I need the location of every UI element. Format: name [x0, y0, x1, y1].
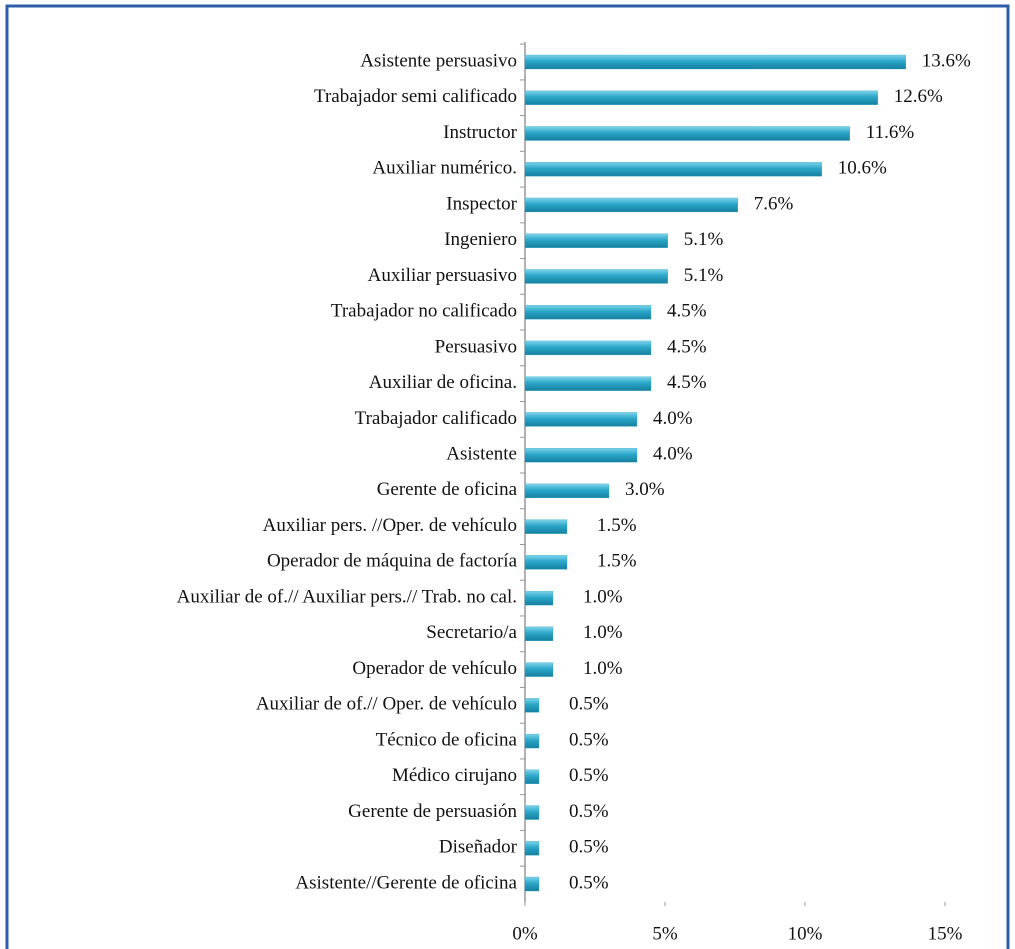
y-tick-label: Operador de vehículo [352, 658, 517, 679]
bar [524, 483, 610, 499]
y-tick-label: Gerente de oficina [377, 479, 518, 500]
value-label: 4.5% [667, 372, 707, 393]
y-tick-label: Instructor [443, 122, 518, 143]
y-tick-label: Auxiliar de of.// Oper. de vehículo [256, 694, 517, 715]
y-tick-label: Auxiliar de oficina. [369, 372, 517, 393]
y-tick-label: Auxiliar de of.// Auxiliar pers.// Trab.… [177, 586, 517, 607]
bar [524, 626, 554, 641]
y-tick-label: Asistente//Gerente de oficina [295, 872, 517, 893]
bar [524, 90, 878, 105]
value-label: 1.0% [583, 622, 623, 643]
value-label: 1.5% [597, 551, 637, 572]
bar [524, 197, 738, 213]
value-label: 7.6% [754, 193, 794, 214]
y-tick-label: Auxiliar numérico. [372, 158, 517, 179]
x-tick-label: 5% [652, 923, 678, 944]
bar [524, 126, 850, 141]
bar [524, 305, 652, 320]
value-label: 4.0% [653, 408, 693, 429]
value-label: 4.5% [667, 336, 707, 357]
value-label: 1.0% [583, 658, 623, 679]
bar [524, 733, 540, 749]
y-tick-label: Auxiliar pers. //Oper. de vehículo [263, 515, 517, 536]
value-label: 11.6% [866, 122, 915, 143]
y-tick-label: Trabajador no calificado [331, 301, 517, 322]
bar [524, 590, 554, 606]
value-label: 1.0% [583, 586, 623, 607]
y-tick-label: Técnico de oficina [376, 729, 518, 750]
x-tick-label: 0% [512, 923, 538, 944]
y-tick-label: Ingeniero [444, 229, 517, 250]
value-label: 10.6% [838, 158, 887, 179]
x-tick-label: 15% [928, 923, 963, 944]
value-label: 3.0% [625, 479, 665, 500]
y-tick-label: Operador de máquina de factoría [267, 551, 518, 572]
bar [524, 698, 540, 713]
y-tick-label: Persuasivo [435, 336, 517, 357]
y-tick-label: Médico cirujano [392, 765, 517, 786]
value-label: 5.1% [684, 265, 724, 286]
bar [524, 162, 822, 177]
value-label: 0.5% [569, 765, 609, 786]
bar [524, 376, 652, 391]
value-label: 5.1% [684, 229, 724, 250]
bar [524, 519, 568, 534]
y-tick-label: Inspector [446, 193, 517, 214]
bar [524, 876, 540, 892]
value-label: 0.5% [569, 729, 609, 750]
bar [524, 805, 540, 820]
value-label: 0.5% [569, 837, 609, 858]
value-label: 0.5% [569, 801, 609, 822]
value-label: 4.5% [667, 301, 707, 322]
bar [524, 233, 668, 248]
y-tick-label: Asistente persuasivo [360, 50, 517, 71]
bar [524, 412, 638, 427]
value-label: 0.5% [569, 694, 609, 715]
value-label: 0.5% [569, 872, 609, 893]
x-tick-label: 10% [788, 923, 823, 944]
value-label: 13.6% [922, 50, 971, 71]
y-tick-label: Diseñador [439, 837, 518, 858]
value-label: 12.6% [894, 86, 943, 107]
value-label: 1.5% [597, 515, 637, 536]
bar [524, 841, 540, 856]
y-tick-label: Secretario/a [426, 622, 517, 643]
bar [524, 769, 540, 784]
y-tick-label: Asistente [446, 443, 517, 464]
y-tick-label: Auxiliar persuasivo [368, 265, 517, 286]
bar [524, 447, 638, 463]
value-label: 4.0% [653, 443, 693, 464]
bar [524, 340, 652, 356]
bar [524, 54, 906, 70]
bar [524, 269, 668, 284]
frame [5, 4, 1010, 949]
bar [524, 662, 554, 677]
bar [524, 555, 568, 570]
y-tick-label: Trabajador semi calificado [314, 86, 517, 107]
y-tick-label: Gerente de persuasión [348, 801, 517, 822]
y-tick-label: Trabajador calificado [355, 408, 517, 429]
